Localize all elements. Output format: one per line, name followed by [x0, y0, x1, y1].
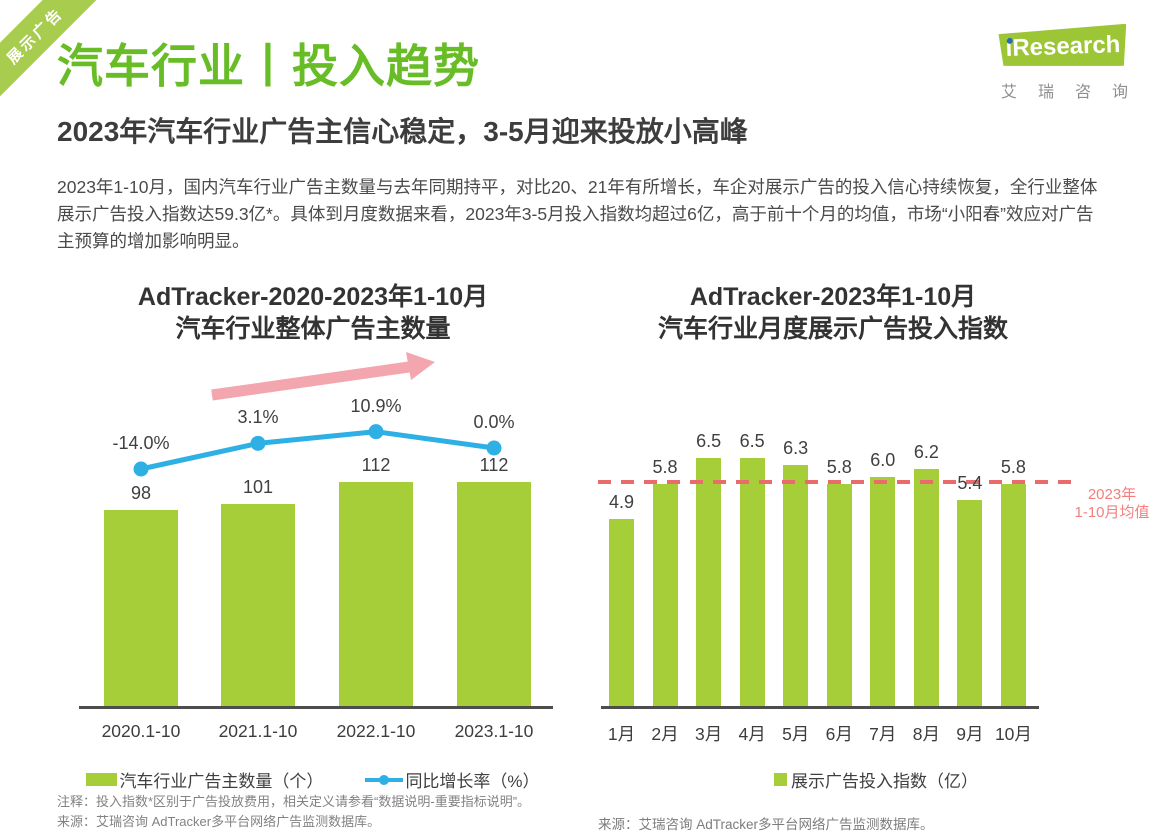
mean-label-line2: 1-10月均值	[1074, 504, 1150, 521]
bar-value-label-3: 6.5	[739, 430, 765, 451]
logo-letter-rest: Research	[1011, 31, 1121, 62]
bar-0	[104, 510, 178, 706]
right-x-axis	[601, 706, 1039, 709]
x-label-5: 6月	[825, 724, 853, 744]
bar-1	[221, 504, 295, 706]
right-chart-title-line2: 汽车行业月度展示广告投入指数	[657, 314, 1008, 343]
iresearch-logo: iResearch 艾瑞咨询	[993, 26, 1138, 102]
right-legend: 展示广告投入指数（亿）	[598, 767, 1154, 792]
bar-value-label-2: 6.5	[696, 430, 722, 451]
growth-label-0: -14.0%	[112, 433, 170, 453]
x-label-3: 2023.1-10	[454, 721, 534, 741]
chart-monthly-index: AdTracker-2023年1-10月 汽车行业月度展示广告投入指数 2023…	[598, 282, 1154, 792]
bar-value-label-3: 112	[479, 455, 509, 475]
bar-2	[696, 457, 722, 706]
logo-wordmark: iResearch	[1005, 31, 1121, 63]
bar-3	[739, 457, 765, 706]
legend-item-index: 展示广告投入指数（亿）	[774, 767, 978, 792]
square-swatch-icon	[774, 773, 787, 786]
growth-label-3: 0.0%	[473, 412, 515, 432]
mean-line-label: 2023年 1-10月均值	[1070, 486, 1154, 522]
x-label-7: 8月	[912, 724, 940, 744]
legend-label-index: 展示广告投入指数（亿）	[791, 772, 978, 791]
left-x-labels: 2020.1-10 2021.1-10 2022.1-10 2023.1-10	[57, 721, 569, 747]
footnote-source-right: 来源：艾瑞咨询 AdTracker多平台网络广告监测数据库。	[598, 817, 934, 832]
bar-7	[913, 469, 939, 706]
body-paragraph: 2023年1-10月，国内汽车行业广告主数量与去年同期持平，对比20、21年有所…	[57, 177, 1098, 251]
x-label-2: 3月	[694, 724, 723, 744]
left-chart-title-line2: 汽车行业整体广告主数量	[175, 314, 451, 343]
bar-swatch-icon	[86, 773, 118, 786]
bar-value-label-2: 112	[361, 455, 391, 475]
logo-letter-i: i	[1005, 34, 1013, 62]
bar-3	[457, 482, 531, 706]
bar-value-label-0: 4.9	[608, 491, 635, 512]
bar-1	[652, 484, 678, 706]
x-label-3: 4月	[738, 724, 766, 744]
bar-4	[783, 465, 809, 706]
bar-value-label-1: 5.8	[652, 457, 678, 478]
growth-label-1: 3.1%	[237, 407, 279, 428]
bar-8	[957, 499, 983, 706]
logo-flag-shape: iResearch	[998, 24, 1127, 70]
x-label-6: 7月	[869, 724, 897, 744]
bar-6	[870, 476, 896, 706]
left-legend: 汽车行业广告主数量（个） 同比增长率（%）	[57, 767, 569, 792]
page-title: 汽车行业丨投入趋势	[57, 40, 480, 92]
x-label-8: 9月	[956, 724, 984, 744]
bar-value-label-1: 101	[242, 477, 274, 497]
bar-value-label-6: 6.0	[870, 449, 896, 470]
x-label-0: 2020.1-10	[101, 721, 181, 741]
line-swatch-icon	[365, 773, 404, 786]
x-label-9: 10月	[994, 724, 1032, 744]
legend-item-bars: 汽车行业广告主数量（个）	[86, 767, 323, 792]
footnote-source-left: 来源：艾瑞咨询 AdTracker多平台网络广告监测数据库。	[57, 814, 381, 830]
bar-value-label-8: 5.4	[957, 472, 983, 493]
bar-value-label-4: 6.3	[783, 438, 809, 459]
x-label-1: 2月	[651, 724, 679, 744]
bar-value-label-9: 5.8	[1000, 457, 1026, 478]
bar-value-label-5: 5.8	[826, 457, 852, 478]
right-chart-title: AdTracker-2023年1-10月 汽车行业月度展示广告投入指数	[598, 282, 1068, 345]
growth-label-2: 10.9%	[350, 395, 402, 416]
left-footnotes: 注释：投入指数*区别于广告投放费用，相关定义请参看“数据说明-重要指标说明”。 …	[57, 792, 530, 832]
legend-label-bars: 汽车行业广告主数量（个）	[119, 772, 324, 791]
bar-5	[826, 484, 852, 706]
x-label-0: 1月	[607, 724, 636, 744]
left-chart-plot: 98 101 112 112 -14.0% 3.1% 10.9% 0.0%	[57, 349, 569, 709]
x-label-2: 2022.1-10	[336, 721, 416, 741]
mean-label-line1: 2023年	[1087, 486, 1137, 503]
left-x-axis	[79, 706, 553, 709]
bar-0	[609, 518, 634, 706]
bar-2	[339, 482, 413, 706]
left-chart-title: AdTracker-2020-2023年1-10月 汽车行业整体广告主数量	[57, 282, 569, 345]
bar-value-label-0: 98	[130, 483, 152, 503]
bar-9	[1000, 484, 1026, 706]
logo-chinese-name: 艾瑞咨询	[1001, 84, 1150, 101]
page-subtitle: 2023年汽车行业广告主信心稳定，3-5月迎来投放小高峰	[57, 116, 748, 147]
right-chart-plot: 2023年 1-10月均值 4.9 5.8 6.5 6.5 6.3 5.8 6.0 6.2 5.…	[598, 349, 1154, 709]
left-chart-title-line1: AdTracker-2020-2023年1-10月	[137, 283, 489, 311]
x-label-1: 2021.1-10	[218, 721, 298, 741]
footnote-definition: 注释：投入指数*区别于广告投放费用，相关定义请参看“数据说明-重要指标说明”。	[57, 794, 531, 809]
chart-advertiser-count: AdTracker-2020-2023年1-10月 汽车行业整体广告主数量 98…	[57, 282, 569, 792]
x-label-4: 5月	[782, 724, 810, 744]
right-x-labels: 1月 2月 3月 4月 5月 6月 7月 8月 9月 10月	[598, 721, 1154, 747]
legend-item-line: 同比增长率（%）	[365, 767, 540, 792]
right-chart-title-line1: AdTracker-2023年1-10月	[689, 283, 977, 311]
legend-label-line: 同比增长率（%）	[405, 772, 540, 791]
mean-dashed-line	[598, 480, 1076, 484]
bar-value-label-7: 6.2	[913, 442, 939, 463]
